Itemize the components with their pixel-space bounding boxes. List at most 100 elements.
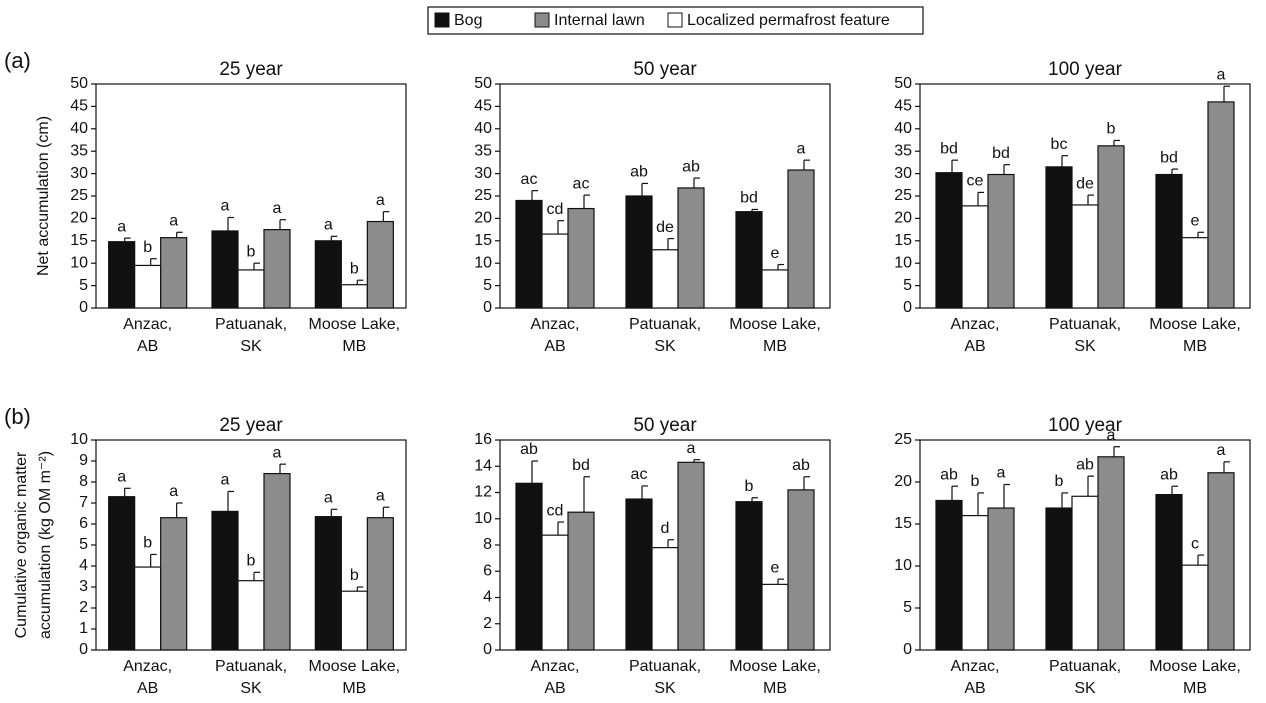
- significance-letter: a: [1217, 66, 1226, 83]
- x-tick-label: Patuanak, SK: [629, 316, 701, 355]
- y-axis-label-line: accumulation (kg OM m⁻²): [37, 451, 54, 639]
- x-tick-label: Moose Lake, MB: [729, 316, 821, 355]
- x-tick-label: Anzac, AB: [951, 658, 1000, 697]
- y-tick-label: 30: [474, 165, 492, 182]
- significance-letter: b: [247, 553, 256, 570]
- significance-letter: a: [221, 198, 230, 215]
- x-tick-label-line: SK: [1074, 680, 1096, 697]
- y-tick-label: 40: [474, 120, 492, 137]
- bar: [677, 187, 705, 309]
- y-tick-label: 15: [894, 232, 912, 249]
- y-axis-label: Cumulative organic matter accumulation (k…: [13, 451, 54, 639]
- significance-letter: ab: [940, 466, 958, 483]
- significance-letter: b: [350, 260, 359, 277]
- significance-letter: a: [221, 472, 230, 489]
- y-axis-label-line: Cumulative organic matter: [13, 451, 30, 638]
- x-tick-label-line: Anzac,: [123, 658, 172, 675]
- significance-letter: e: [771, 245, 780, 262]
- significance-letter: b: [350, 567, 359, 584]
- significance-letter: a: [273, 444, 282, 461]
- x-tick-label-line: Moose Lake,: [729, 658, 821, 675]
- significance-letter: cd: [547, 201, 564, 218]
- x-tick-label-line: SK: [654, 338, 676, 355]
- significance-letter: a: [117, 218, 126, 235]
- x-tick-label: Anzac, AB: [123, 316, 172, 355]
- y-tick-label: 10: [474, 254, 492, 271]
- legend-label: Internal lawn: [554, 12, 645, 29]
- x-tick-label: Anzac, AB: [951, 316, 1000, 355]
- x-tick-label-line: Patuanak,: [215, 658, 287, 675]
- bar: [1071, 495, 1099, 651]
- significance-letter: cd: [547, 502, 564, 519]
- bar: [625, 498, 653, 651]
- bar: [761, 269, 789, 309]
- bar: [987, 507, 1015, 651]
- significance-letter: ab: [1160, 466, 1178, 483]
- significance-letter: b: [143, 239, 152, 256]
- y-tick-label: 5: [79, 277, 88, 294]
- bar: [541, 233, 569, 309]
- bar: [567, 207, 595, 309]
- x-tick-label-line: AB: [964, 680, 985, 697]
- bar: [515, 199, 543, 309]
- bar: [651, 547, 679, 651]
- bar: [211, 230, 239, 309]
- x-tick-label-line: Patuanak,: [215, 316, 287, 333]
- y-tick-label: 2: [79, 599, 88, 616]
- chart-title: 25 year: [219, 59, 283, 80]
- chart-title: 100 year: [1048, 59, 1123, 80]
- y-tick-label: 50: [70, 75, 88, 92]
- y-tick-label: 8: [79, 473, 88, 490]
- x-tick-label-line: MB: [342, 338, 366, 355]
- bar: [1155, 494, 1183, 651]
- x-tick-label-line: MB: [1183, 338, 1207, 355]
- x-tick-label-line: Moose Lake,: [309, 658, 401, 675]
- bar: [263, 229, 291, 309]
- bar: [625, 195, 653, 309]
- x-tick-label-line: Anzac,: [951, 658, 1000, 675]
- significance-letter: bc: [1051, 136, 1068, 153]
- significance-letter: e: [1191, 213, 1200, 230]
- bar: [160, 237, 188, 309]
- bar: [651, 249, 679, 309]
- bar: [237, 580, 265, 651]
- bar: [263, 473, 291, 651]
- bar: [134, 264, 162, 309]
- y-tick-label: 25: [894, 187, 912, 204]
- significance-letter: b: [971, 473, 980, 490]
- bar: [961, 514, 989, 651]
- x-tick-label: Moose Lake, MB: [1149, 316, 1241, 355]
- bar: [108, 241, 136, 309]
- x-tick-label-line: SK: [240, 680, 262, 697]
- y-tick-label: 50: [474, 75, 492, 92]
- bar: [761, 583, 789, 651]
- bar: [340, 284, 368, 309]
- chart-title: 50 year: [633, 59, 697, 80]
- significance-letter: bd: [1160, 149, 1178, 166]
- significance-letter: a: [117, 469, 126, 486]
- significance-letter: e: [771, 559, 780, 576]
- bar: [340, 590, 368, 651]
- x-tick-label-line: Anzac,: [123, 316, 172, 333]
- significance-letter: a: [273, 200, 282, 217]
- y-tick-label: 15: [70, 232, 88, 249]
- chart-title: 50 year: [633, 415, 697, 436]
- significance-letter: a: [376, 487, 385, 504]
- bar: [1181, 237, 1209, 309]
- x-tick-label-line: AB: [964, 338, 985, 355]
- x-tick-label: Moose Lake, MB: [1149, 658, 1241, 697]
- x-tick-label-line: MB: [763, 680, 787, 697]
- x-tick-label: Moose Lake, MB: [309, 658, 401, 697]
- significance-letter: bd: [992, 145, 1010, 162]
- y-tick-label: 8: [483, 536, 492, 553]
- x-tick-label-line: Anzac,: [531, 658, 580, 675]
- bar: [1097, 456, 1125, 651]
- significance-letter: b: [745, 478, 754, 495]
- y-tick-label: 6: [483, 562, 492, 579]
- bar: [1207, 472, 1235, 651]
- x-tick-label-line: AB: [137, 680, 158, 697]
- bar: [314, 240, 342, 309]
- y-tick-label: 35: [70, 142, 88, 159]
- bar: [935, 172, 963, 309]
- bar: [1071, 204, 1099, 309]
